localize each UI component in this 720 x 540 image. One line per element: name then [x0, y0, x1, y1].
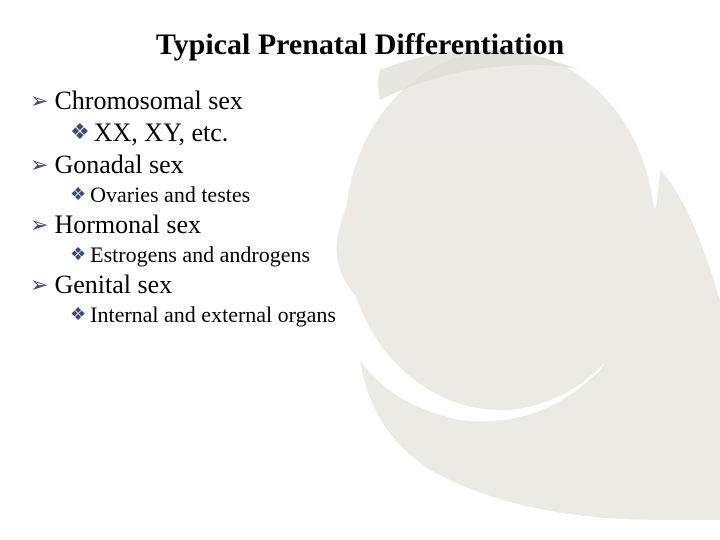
arrow-bullet-icon: ➢ — [30, 274, 48, 296]
list-subitem-label: Estrogens and androgens — [90, 242, 310, 268]
arrow-bullet-icon: ➢ — [30, 214, 48, 236]
list-subitem: ❖ Internal and external organs — [70, 302, 700, 328]
list-item: ➢ Gonadal sex — [30, 150, 700, 180]
slide: Typical Prenatal Differentiation ➢ Chrom… — [0, 0, 720, 540]
list-subitem: ❖ Ovaries and testes — [70, 182, 700, 208]
list-subitem: ❖ Estrogens and androgens — [70, 242, 700, 268]
arrow-bullet-icon: ➢ — [30, 90, 48, 112]
list-item-label: Chromosomal sex — [54, 86, 243, 116]
list-item: ➢ Chromosomal sex — [30, 86, 700, 116]
list-item-label: Gonadal sex — [54, 150, 183, 180]
diamond-bullet-icon: ❖ — [70, 305, 86, 323]
list-subitem: ❖ XX, XY, etc. — [70, 118, 700, 148]
list-subitem-label: XX, XY, etc. — [94, 118, 229, 148]
page-title: Typical Prenatal Differentiation — [20, 28, 700, 62]
list-item: ➢ Genital sex — [30, 270, 700, 300]
list-item-label: Genital sex — [54, 270, 172, 300]
list-subitem-label: Internal and external organs — [90, 302, 336, 328]
list-item-label: Hormonal sex — [54, 210, 201, 240]
diamond-bullet-icon: ❖ — [70, 245, 86, 263]
diamond-bullet-icon: ❖ — [70, 185, 86, 203]
arrow-bullet-icon: ➢ — [30, 154, 48, 176]
diamond-bullet-icon: ❖ — [70, 121, 90, 143]
list-subitem-label: Ovaries and testes — [90, 182, 250, 208]
list-item: ➢ Hormonal sex — [30, 210, 700, 240]
